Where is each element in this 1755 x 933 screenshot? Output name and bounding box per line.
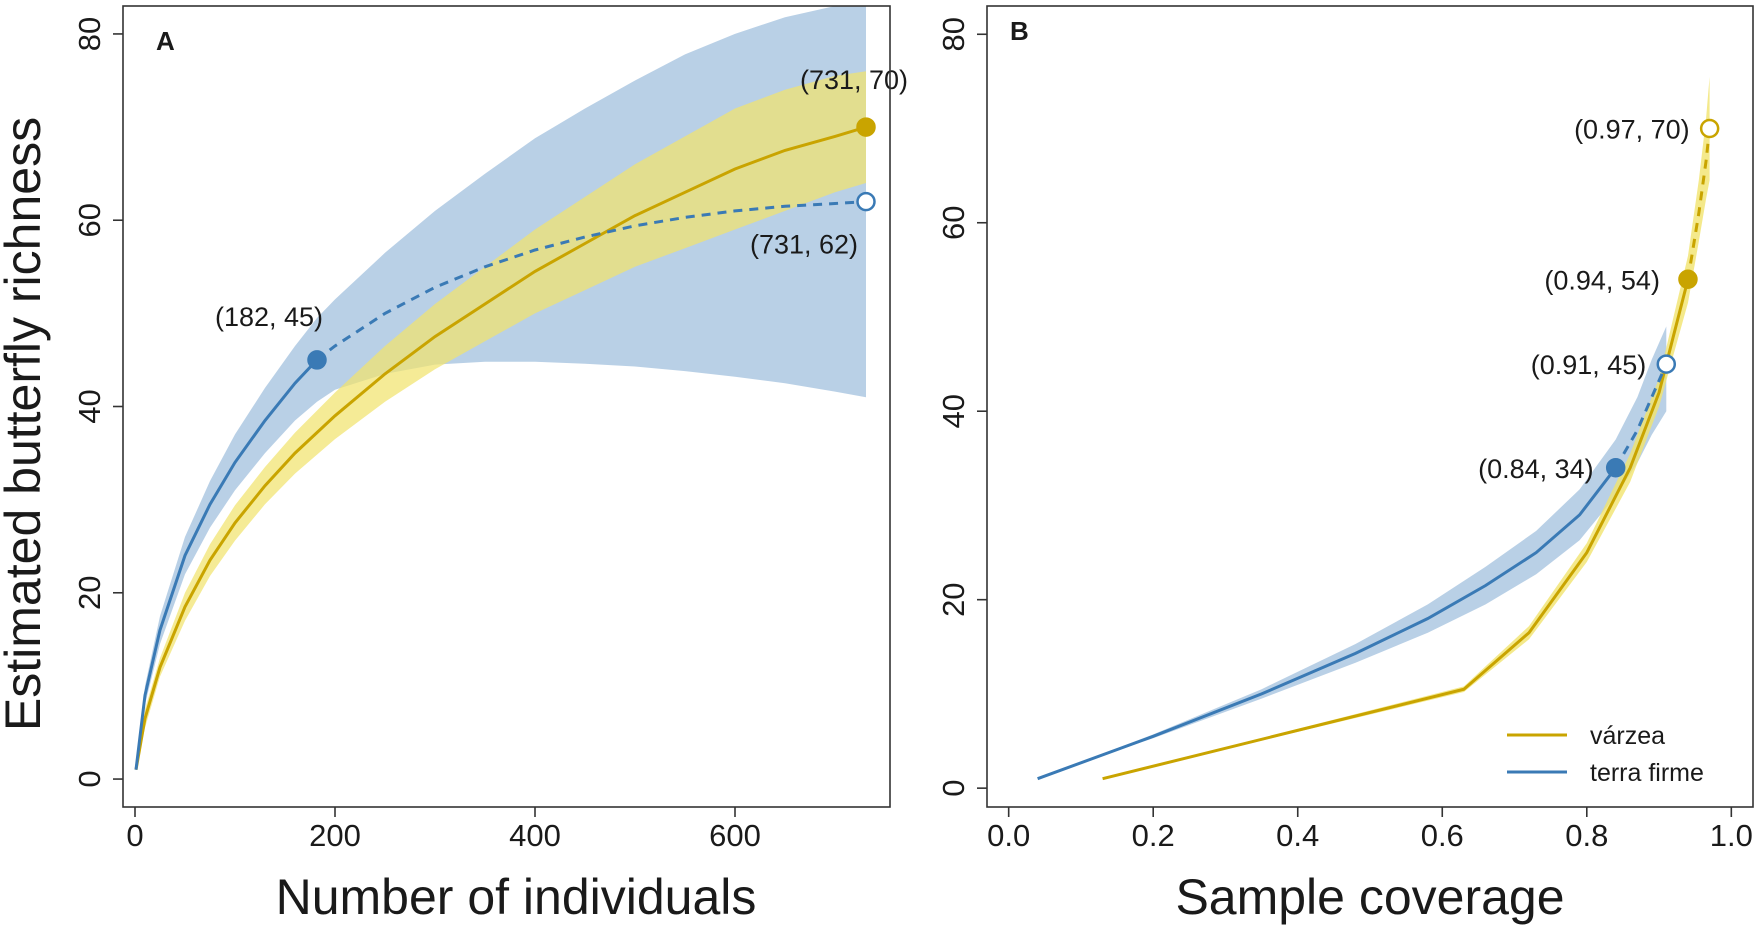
plot-frame [986,5,1754,808]
y-tick-label: 80 [72,17,107,51]
legend: várzea terra firme [1507,722,1704,787]
point-marker-varzea-0 [856,117,876,137]
x-tick-label: 400 [509,818,561,853]
x-tick-label: 0.8 [1565,818,1608,853]
y-tick-label: 40 [72,389,107,423]
x-tick-label: 200 [309,818,361,853]
point-annotation-terra-firme-0: (182, 45) [215,302,323,332]
y-tick-label: 20 [936,582,971,616]
point-marker-terra-firme-1 [856,191,876,212]
y-tick-label: 0 [72,770,107,787]
point-marker-varzea-1 [1699,118,1720,139]
point-annotation-varzea-0: (731, 70) [800,65,908,95]
legend-label: várzea [1590,722,1665,750]
y-tick-label: 80 [936,17,971,51]
legend-label: terra firme [1590,759,1704,787]
panel-label: B [1010,16,1029,46]
series-line-terra-firme-interpolated [1037,466,1617,781]
series-line-terra-firme-extrapolated [1614,363,1668,469]
y-axis-title: Estimated butterfly richness [0,117,51,731]
confidence-band-varzea [1102,76,1710,779]
x-tick-label: 0 [126,818,143,853]
y-tick-label: 0 [936,780,971,797]
point-marker-terra-firme-1 [1656,354,1677,374]
series-line-varzea-extrapolated [1686,128,1712,280]
series-line-varzea-interpolated [134,125,867,770]
series-line-varzea-interpolated [1102,278,1690,781]
panel-a-individual-based-curve: (731, 70) (182, 45) (731, 62) A 0 20 40 60 80 0 20… [72,5,908,925]
point-marker-terra-firme-0 [307,350,327,370]
x-tick-label: 0.2 [1132,818,1175,853]
confidence-band-terra-firme [1037,326,1667,779]
series-line-terra-firme-extrapolated [316,200,867,362]
x-tick-label: 0.4 [1276,818,1319,853]
confidence-band-varzea [136,71,866,770]
x-tick-label: 600 [709,818,761,853]
y-tick-label: 40 [936,394,971,428]
x-axis-title: Number of individuals [276,869,757,925]
plot-area [1037,76,1712,781]
y-tick-label: 20 [72,576,107,610]
y-tick-label: 60 [72,203,107,237]
plot-area [134,6,867,770]
panel-b-coverage-based-curve: (0.94, 54) (0.97, 70) (0.84, 34) (0.91, 45)… [936,5,1754,925]
y-tick-label: 60 [936,205,971,239]
point-annotation-terra-firme-0: (0.84, 34) [1478,454,1594,484]
x-tick-label: 0.6 [1421,818,1464,853]
point-annotation-terra-firme-1: (731, 62) [750,230,858,260]
point-marker-varzea-0 [1678,269,1698,290]
panel-label: A [156,26,175,56]
x-axis-title: Sample coverage [1175,869,1564,925]
x-tick-label: 1.0 [1710,818,1753,853]
x-tick-label: 0.0 [987,818,1030,853]
series-line-terra-firme-interpolated [134,358,319,770]
point-annotation-terra-firme-1: (0.91, 45) [1531,350,1647,380]
point-annotation-varzea-1: (0.97, 70) [1574,115,1690,145]
point-annotation-varzea-0: (0.94, 54) [1544,265,1660,295]
point-marker-terra-firme-0 [1605,458,1626,478]
